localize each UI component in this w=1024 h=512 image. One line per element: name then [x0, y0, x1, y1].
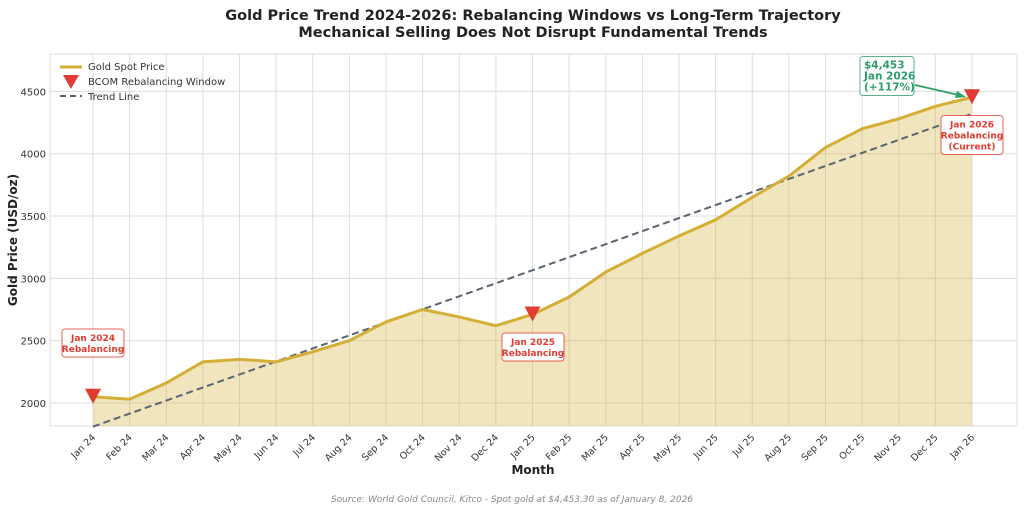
- x-tick-label: Feb 24: [104, 432, 134, 462]
- legend-swatch-marker: [63, 75, 79, 89]
- annotation-text: Rebalancing: [62, 345, 124, 355]
- x-tick-label: May 25: [652, 432, 684, 464]
- annotation-arrow: [914, 84, 964, 97]
- x-tick-label: Oct 24: [398, 432, 428, 462]
- x-tick-label: Jul 25: [730, 432, 757, 459]
- x-tick-label: Nov 24: [433, 432, 465, 464]
- annotation-box: [859, 56, 915, 96]
- legend-label: Trend Line: [87, 92, 139, 103]
- x-tick-label: Jan 25: [508, 432, 538, 462]
- rebalancing-marker: [85, 388, 101, 404]
- x-tick-label: Nov 25: [872, 432, 904, 464]
- x-tick-label: Sep 24: [360, 432, 391, 463]
- x-tick-label: Dec 24: [470, 432, 501, 463]
- annotation-text: Rebalancing: [941, 132, 1003, 142]
- annotation-text: $4,453: [864, 60, 905, 72]
- x-tick-label: Jan 24: [69, 432, 99, 462]
- annotation-text: (Current): [949, 143, 996, 153]
- source-note: Source: World Gold Council, Kitco - Spot…: [331, 495, 693, 505]
- x-tick-label: Mar 24: [140, 432, 171, 463]
- x-tick-label: Sep 25: [799, 432, 830, 463]
- annotation-arrowhead: [955, 91, 966, 98]
- x-tick-label: Mar 25: [580, 432, 611, 463]
- x-tick-label: Dec 25: [909, 432, 940, 463]
- x-tick-label: Jul 24: [291, 432, 318, 459]
- chart-subtitle: Mechanical Selling Does Not Disrupt Fund…: [298, 25, 767, 41]
- trend-line: [92, 112, 973, 428]
- y-tick-label: 4000: [21, 150, 46, 161]
- legend-label: BCOM Rebalancing Window: [88, 77, 225, 88]
- y-tick-label: 4500: [21, 87, 46, 98]
- annotation-text: Rebalancing: [502, 349, 564, 359]
- x-tick-label: Aug 24: [323, 432, 355, 464]
- y-tick-label: 2000: [21, 399, 46, 410]
- x-tick-label: Jun 25: [691, 432, 721, 462]
- annotation-text: Jan 2026: [949, 121, 994, 131]
- legend-label: Gold Spot Price: [88, 62, 164, 73]
- x-tick-label: Apr 25: [617, 432, 647, 462]
- price-area-fill: [93, 97, 972, 426]
- x-tick-label: Oct 25: [837, 432, 867, 462]
- annotation-text: Jan 2024: [70, 334, 115, 344]
- x-tick-label: Feb 25: [544, 432, 574, 462]
- rebalancing-marker: [964, 89, 980, 105]
- y-tick-label: 2500: [21, 337, 46, 348]
- annotation-text: Jan 2025: [510, 338, 555, 348]
- x-tick-label: Apr 24: [178, 432, 208, 462]
- rebalancing-marker: [524, 306, 541, 322]
- x-tick-label: Jun 24: [252, 432, 282, 462]
- annotation-box: [61, 328, 125, 358]
- annotation-box: [501, 332, 565, 362]
- plot-area: [49, 53, 1018, 427]
- chart-title: Gold Price Trend 2024-2026: Rebalancing …: [225, 8, 841, 24]
- y-axis-label: Gold Price (USD/oz): [6, 174, 20, 306]
- x-tick-label: Aug 25: [762, 432, 794, 464]
- annotation-box: [940, 115, 1004, 155]
- y-tick-label: 3500: [21, 212, 46, 223]
- annotation-text: (+117%): [864, 82, 915, 94]
- x-axis-label: Month: [511, 463, 554, 477]
- annotation-text: Jan 2026: [863, 71, 915, 83]
- x-tick-label: Jan 26: [948, 432, 978, 462]
- x-tick-label: May 24: [212, 432, 244, 464]
- y-tick-label: 3000: [21, 274, 46, 285]
